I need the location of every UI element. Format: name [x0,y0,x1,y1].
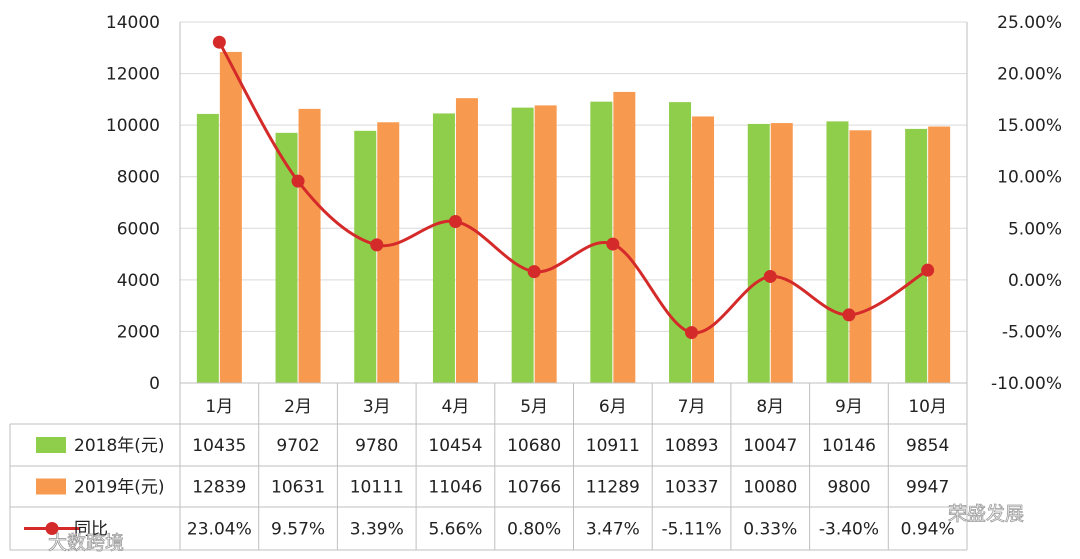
y-tick-label: 0 [149,374,160,394]
data-label: 10680 [507,436,561,456]
y-tick-label: 12000 [106,65,160,85]
bar-2019 [534,105,557,384]
yoy-point [921,263,935,277]
x-tick-label: 6月 [599,397,627,417]
bar-2018 [196,113,219,383]
data-label: 10047 [743,436,797,456]
data-label: -3.40% [819,520,879,540]
data-label: 10454 [428,436,482,456]
data-label: 0.80% [507,520,561,540]
bar-2019 [455,98,478,384]
y-tick-label: 14000 [106,13,160,33]
x-tick-label: 9月 [835,397,863,417]
bar-2019 [377,122,400,383]
x-tick-label: 7月 [678,397,706,417]
bar-2019 [692,116,715,384]
y-tick-label: 4000 [117,271,160,291]
data-label: 10337 [665,478,719,498]
yoy-point [291,174,305,188]
x-tick-label: 10月 [908,397,947,417]
data-label: -5.11% [661,520,721,540]
data-label: 10435 [192,436,246,456]
yoy-point [212,35,226,49]
yoy-point [527,265,541,279]
data-label: 23.04% [187,520,252,540]
y-tick-label: 6000 [117,219,160,239]
legend-marker [45,522,59,535]
x-tick-label: 4月 [442,397,470,417]
y-tick-label: 8000 [117,168,160,188]
bar-2019 [298,108,321,383]
bar-2019 [219,51,242,383]
legend-swatch [36,478,66,495]
bar-2018 [511,107,534,383]
legend-label: 同比 [74,520,108,540]
y2-tick-label: 0.00% [1008,271,1062,291]
y2-tick-label: 20.00% [997,65,1062,85]
yoy-point [448,214,462,228]
legend-swatch [36,437,66,453]
bar-2018 [905,128,928,383]
data-label: 3.47% [586,520,640,540]
y-tick-label: 2000 [117,322,160,342]
y2-tick-label: -10.00% [991,374,1062,394]
bar-2019 [849,130,872,383]
data-label: 11289 [586,478,640,498]
data-label: 10631 [271,478,325,498]
bar-2018 [275,132,298,383]
x-tick-label: 1月 [205,397,233,417]
data-label: 9947 [906,478,949,498]
bar-2019 [928,126,951,384]
bar-2018 [354,130,377,383]
bar-2018 [747,123,770,383]
data-label: 10893 [665,436,719,456]
data-label: 9.57% [271,520,325,540]
x-tick-label: 3月 [363,397,391,417]
bar-2019 [770,123,793,383]
yoy-point [842,308,856,322]
watermark-right: 荣盛发展 [948,503,1024,525]
y2-tick-label: 15.00% [997,116,1062,136]
data-label: 0.33% [743,520,797,540]
x-tick-label: 2月 [284,397,312,417]
data-label: 11046 [428,478,482,498]
y2-tick-label: -5.00% [1002,322,1062,342]
yoy-point [685,326,699,340]
x-tick-label: 5月 [520,397,548,417]
data-label: 10111 [350,478,404,498]
x-tick-label: 8月 [756,397,784,417]
yoy-point [606,237,620,251]
data-label: 10911 [586,436,640,456]
yoy-point [370,238,384,252]
data-label: 9800 [827,478,870,498]
data-label: 9780 [355,436,398,456]
data-label: 9854 [906,436,949,456]
data-label: 10766 [507,478,561,498]
y-tick-label: 10000 [106,116,160,136]
data-label: 10146 [822,436,876,456]
bar-2018 [432,113,455,383]
data-label: 0.94% [901,520,955,540]
data-label: 3.39% [350,520,404,540]
data-label: 12839 [192,478,246,498]
data-label: 10080 [743,478,797,498]
y2-tick-label: 10.00% [997,168,1062,188]
yoy-point [763,269,777,283]
watermark-left: 大数跨境 [48,532,124,554]
bar-2019 [613,91,636,383]
legend-label: 2019年(元) [74,478,165,498]
data-label: 5.66% [428,520,482,540]
legend-label: 2018年(元) [74,436,165,456]
yoy-line [218,41,929,335]
data-label: 9702 [276,436,319,456]
bar-2018 [826,121,849,383]
bar-2018 [669,102,692,383]
y2-tick-label: 5.00% [1008,219,1062,239]
y2-tick-label: 25.00% [997,13,1062,33]
